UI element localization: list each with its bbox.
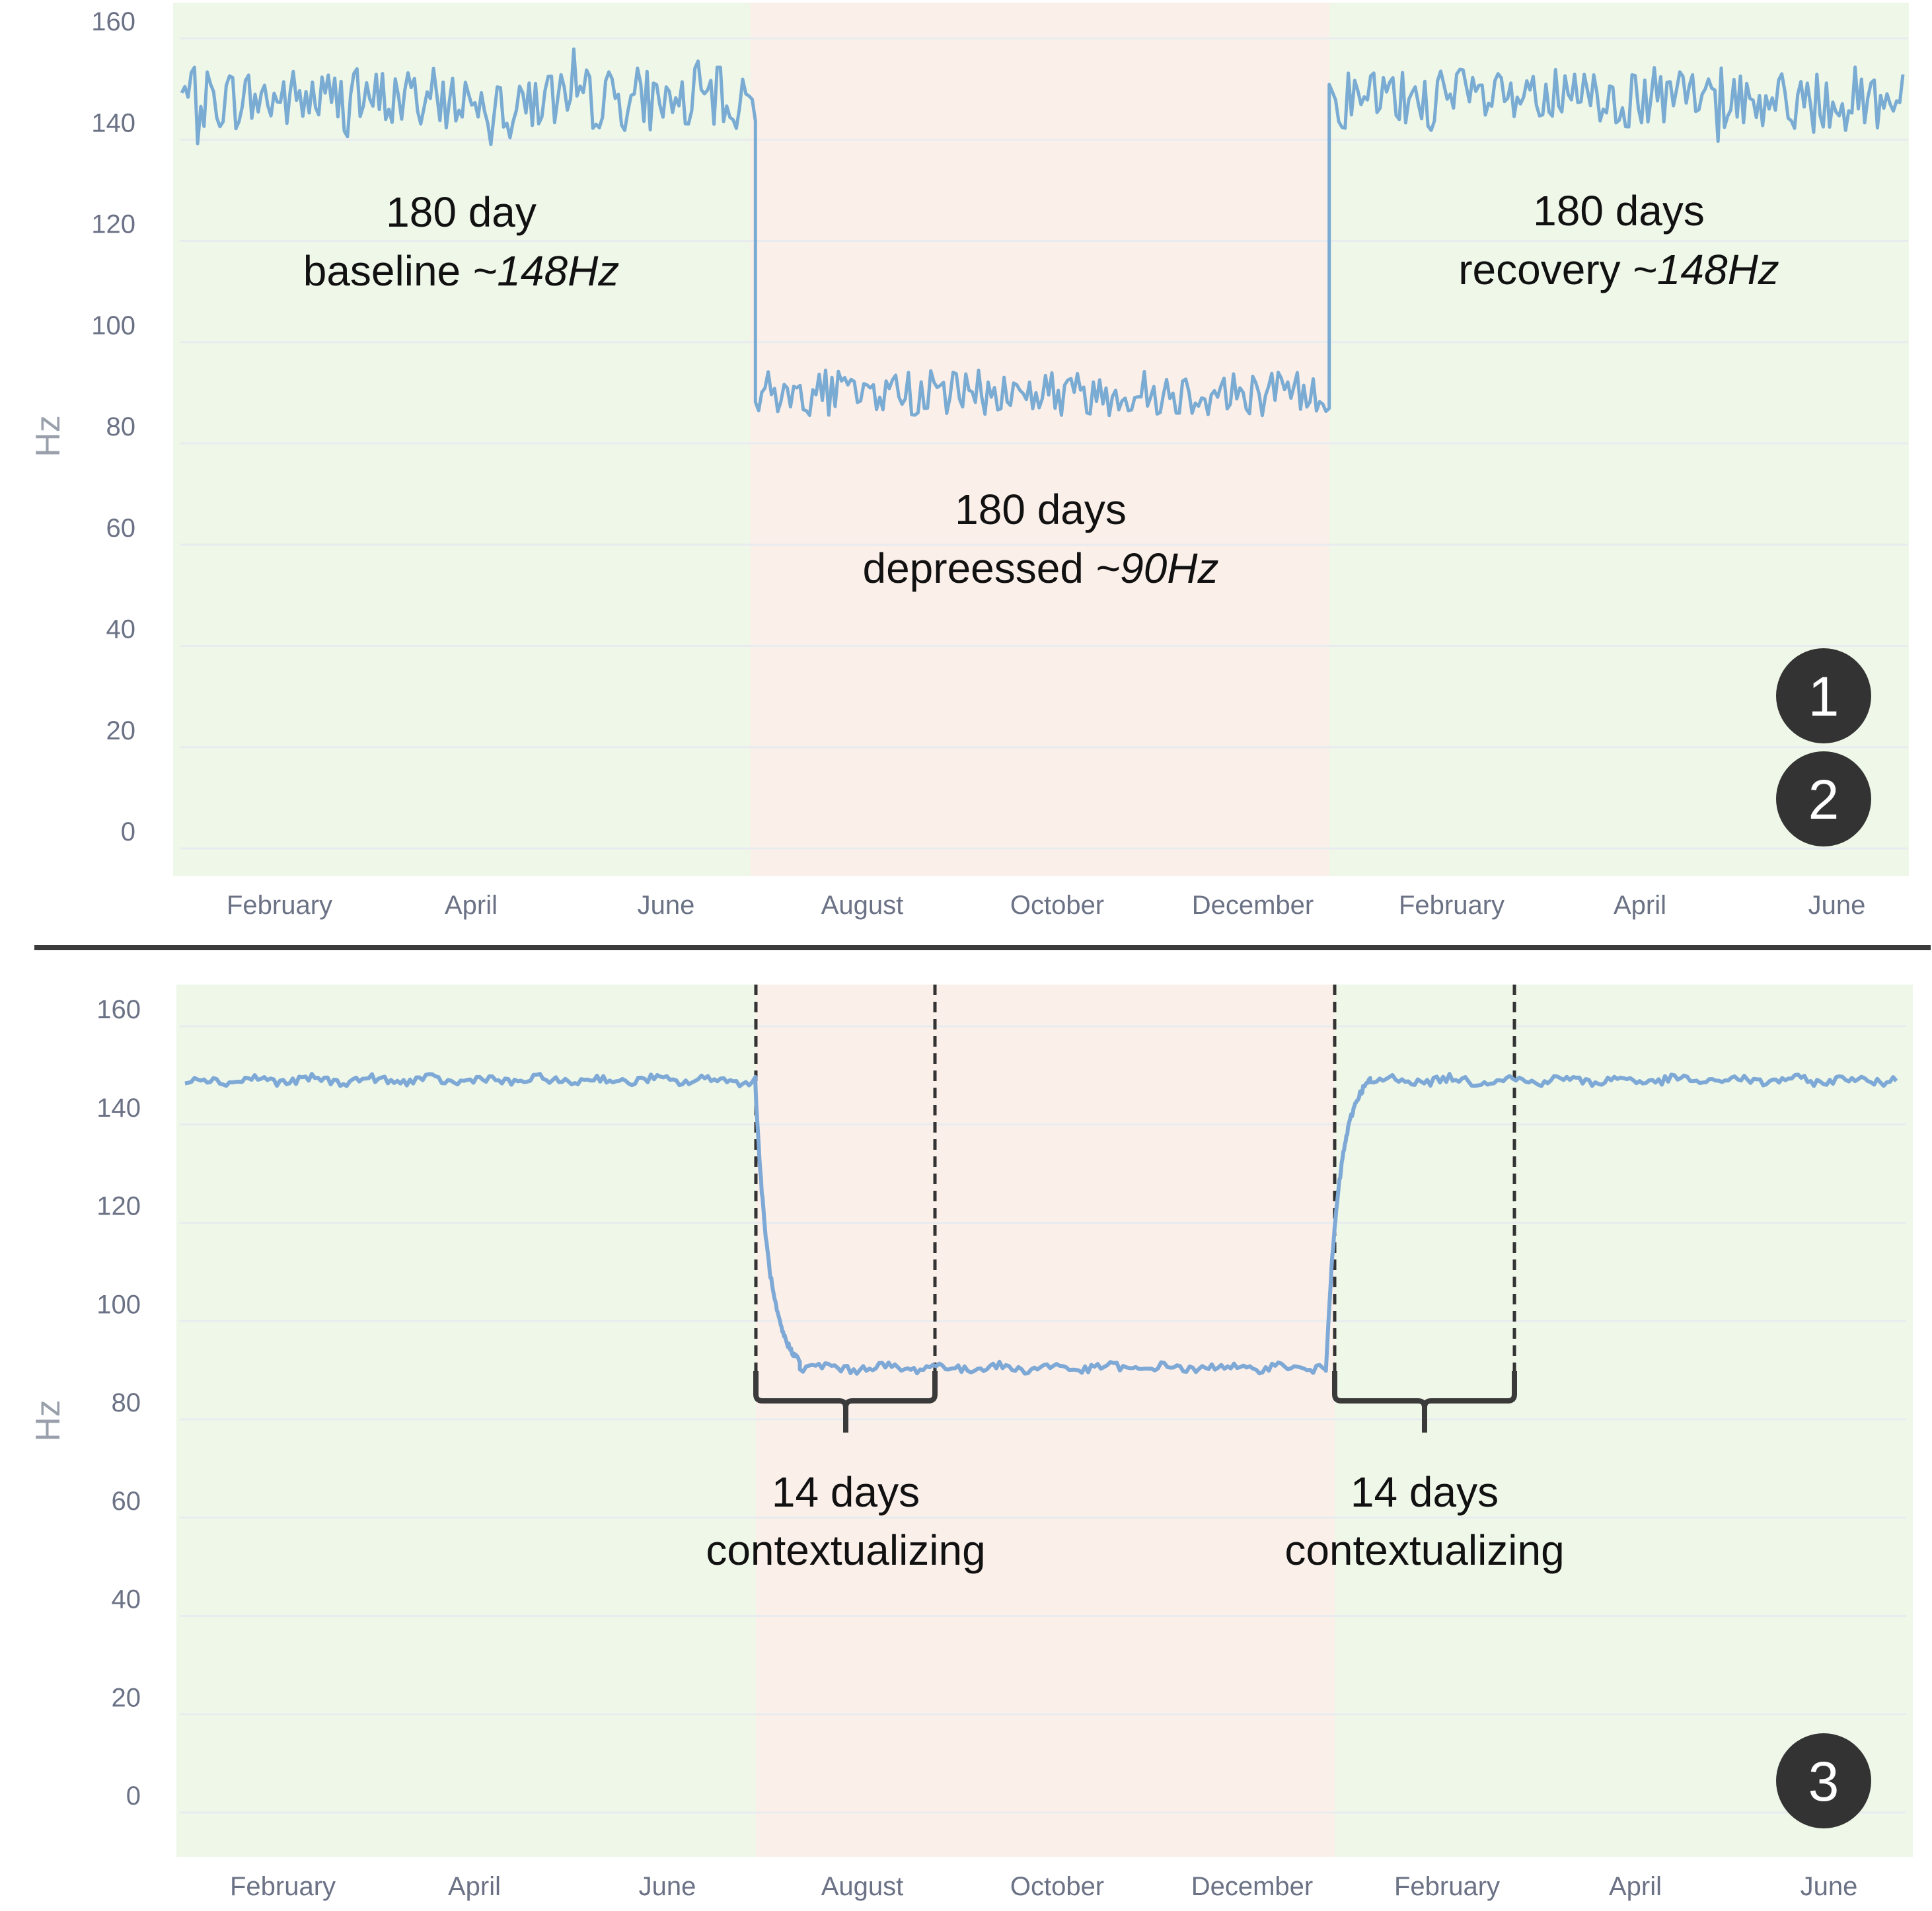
y-tick-label: 140 (91, 108, 135, 137)
y-tick-label: 120 (91, 210, 135, 239)
x-tick-label: April (445, 891, 498, 920)
y-tick-label: 140 (96, 1094, 141, 1123)
y-tick-label: 0 (121, 817, 135, 846)
panel-divider (34, 945, 1931, 950)
annotation-depressed: 180 days (955, 486, 1127, 533)
annotation-drop: 14 days (772, 1468, 920, 1516)
transition-markers (754, 985, 1516, 1374)
x-tick-label: February (1394, 1872, 1500, 1901)
svg-text:3: 3 (1808, 1750, 1839, 1813)
y-tick-label: 120 (96, 1192, 141, 1221)
y-tick-label: 160 (91, 7, 135, 36)
annotation-depressed-value: depreessed ~90Hz (862, 544, 1218, 592)
y-tick-label: 60 (112, 1487, 141, 1516)
annotation-drop-label: contextualizing (706, 1526, 985, 1574)
x-tick-label: December (1191, 1872, 1314, 1901)
brace-drop (753, 1371, 938, 1433)
x-tick-label: June (639, 1872, 696, 1901)
svg-text:1: 1 (1808, 665, 1839, 728)
annotation-baseline-value: baseline ~148Hz (303, 247, 620, 295)
x-tick-label: April (448, 1872, 501, 1901)
svg-text:2: 2 (1808, 768, 1839, 831)
annotation-recovery: 180 days (1533, 187, 1705, 235)
band-baseline (176, 985, 756, 1857)
gridlines (180, 37, 1908, 850)
annotation-rise-label: contextualizing (1284, 1526, 1564, 1574)
badge-2: 2 (1776, 751, 1871, 846)
y-tick-label: 100 (91, 311, 135, 340)
band-depressed (751, 3, 1329, 876)
x-tick-label: June (1801, 1872, 1858, 1901)
band-depressed (756, 985, 1335, 1857)
brace-rise (1332, 1371, 1517, 1433)
badge-3: 3 (1776, 1733, 1871, 1828)
x-tick-label: October (1010, 1872, 1104, 1901)
band-recovery (1335, 985, 1913, 1857)
y-axis: 0 20 40 60 80 100 120 140 160 (91, 7, 135, 846)
x-tick-label: October (1010, 891, 1104, 920)
y-tick-label: 0 (126, 1781, 141, 1811)
y-tick-label: 80 (112, 1388, 141, 1417)
x-tick-label: June (1808, 891, 1866, 920)
annotation-baseline: 180 day (386, 188, 537, 236)
y-tick-label: 100 (96, 1290, 141, 1319)
series-line (180, 47, 1905, 418)
annotation-recovery-value: recovery ~148Hz (1458, 246, 1779, 293)
chart-top: 0 20 40 60 80 100 120 140 160 Hz February April Ju… (29, 3, 1909, 920)
x-tick-label: June (638, 891, 695, 920)
x-tick-label: February (230, 1872, 336, 1901)
y-axis: 0 20 40 60 80 100 120 140 160 (96, 995, 141, 1811)
x-tick-label: February (1399, 891, 1505, 920)
y-tick-label: 20 (106, 716, 136, 745)
annotation-rise: 14 days (1351, 1468, 1499, 1516)
band-recovery (1329, 3, 1909, 876)
y-tick-label: 80 (106, 412, 136, 441)
x-tick-label: August (821, 1872, 904, 1901)
y-tick-label: 40 (106, 615, 136, 644)
series-line (184, 1072, 1898, 1376)
x-axis: February April June August October December Fe… (227, 891, 1865, 920)
x-tick-label: August (821, 891, 904, 920)
y-tick-label: 60 (106, 513, 136, 543)
x-tick-label: April (1614, 891, 1666, 920)
x-tick-label: April (1609, 1872, 1662, 1901)
y-axis-label: Hz (29, 1400, 67, 1442)
x-tick-label: February (227, 891, 332, 920)
y-tick-label: 160 (96, 995, 141, 1024)
chart-bottom: 0 20 40 60 80 100 120 140 160 Hz February April Ju… (29, 985, 1913, 1901)
y-tick-label: 40 (112, 1585, 141, 1614)
y-tick-label: 20 (112, 1683, 141, 1712)
band-baseline (173, 3, 751, 876)
x-tick-label: December (1192, 891, 1314, 920)
badge-1: 1 (1776, 648, 1871, 743)
y-axis-label: Hz (29, 415, 67, 457)
x-axis: February April June August October December Fe… (230, 1872, 1857, 1901)
gridlines (180, 1025, 1906, 1814)
